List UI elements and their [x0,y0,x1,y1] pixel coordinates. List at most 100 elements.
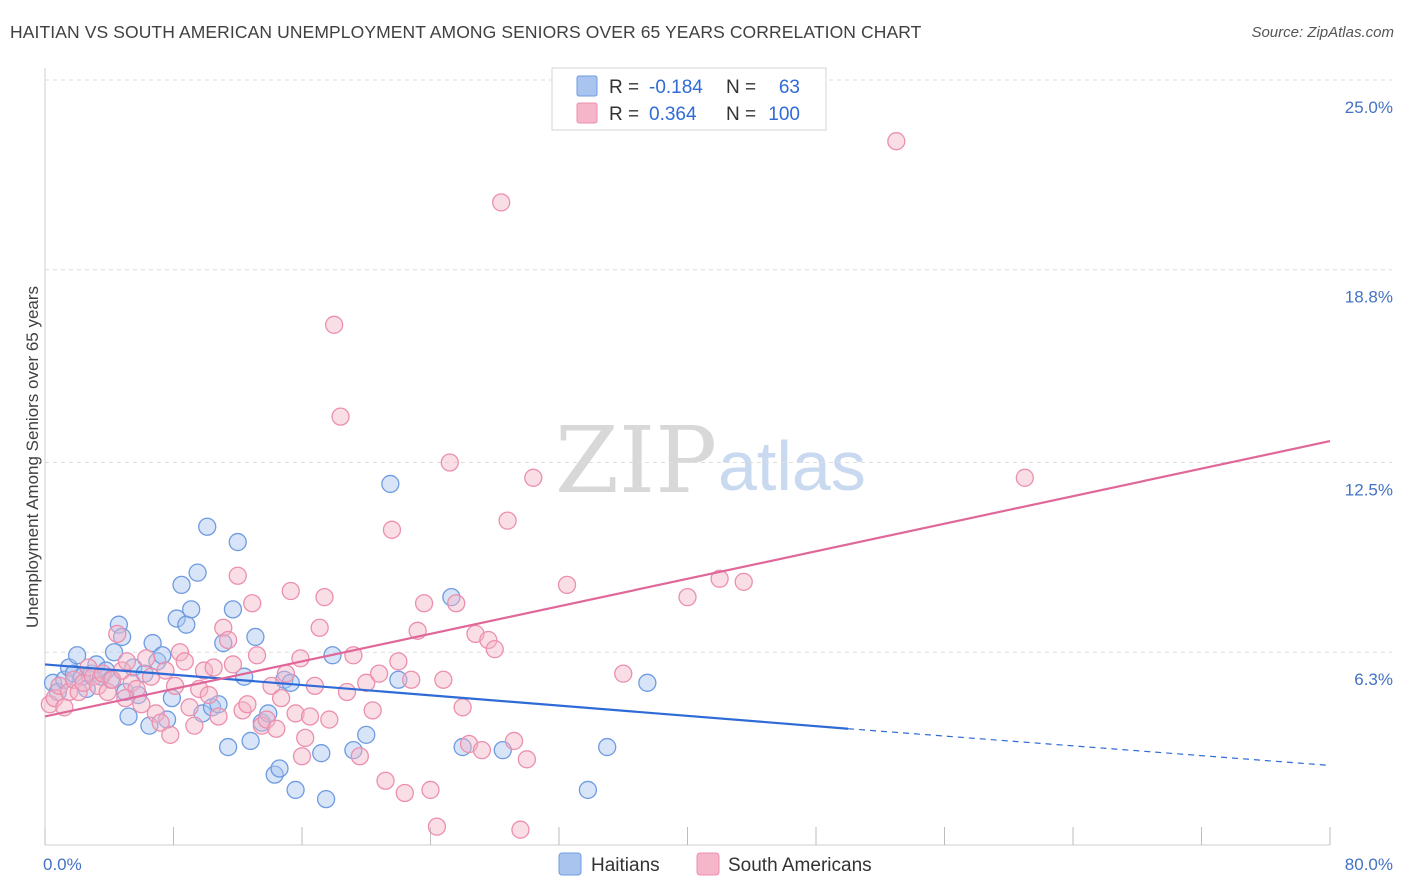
data-point [185,716,204,735]
y-tick-label: 25.0% [1345,98,1393,117]
data-point [104,643,124,662]
y-axis-label: Unemployment Among Seniors over 65 years [23,286,42,628]
series-haitians [43,474,657,809]
data-point [331,407,350,426]
data-point [427,817,447,836]
data-point [292,747,312,766]
data-point [310,618,329,637]
legend-r-value: 0.364 [649,104,697,125]
legend-box [551,67,827,131]
series-legend: Haitians South Americans [558,852,872,876]
data-point [172,575,191,595]
data-point [265,765,284,784]
data-point [252,716,271,735]
data-point [228,566,247,585]
data-point [485,640,504,659]
data-point [381,474,400,494]
data-point [119,707,138,726]
data-point [734,572,753,591]
data-point [204,658,223,677]
data-point [175,652,194,671]
data-point [137,649,156,668]
data-point [300,707,320,726]
data-point [376,771,395,790]
data-point [69,682,88,702]
y-tick-label: 18.8% [1345,288,1393,307]
data-point [442,587,461,607]
legend-swatch-south-americans [576,102,598,124]
data-point [320,710,339,729]
watermark: ZIP atlas [555,407,866,514]
data-point [180,698,199,717]
data-point [517,750,537,769]
data-point [511,820,530,839]
y-tick-labels: 6.3% 12.5% 18.8% 25.0% [1345,98,1393,689]
data-point [271,688,291,708]
data-point [350,747,369,766]
data-point [170,643,190,662]
trend-lines [44,440,1331,767]
legend-label-south-americans: South Americans [728,855,872,876]
x-tick-label: 0.0% [43,855,82,874]
data-point [67,646,87,665]
data-point [598,737,617,757]
data-point [223,600,243,619]
data-point [440,453,459,472]
y-tick-label: 12.5% [1345,481,1393,500]
data-point [246,627,265,647]
data-point [357,725,376,744]
correlation-legend: R = -0.184 N = 63 R = 0.364 N = 100 [551,67,827,131]
data-point [209,707,228,726]
data-point [122,673,141,692]
data-point [238,695,257,714]
data-point [402,670,421,689]
data-point [257,710,276,729]
x-tick-labels: 0.0% 80.0% [43,855,1393,874]
data-point [504,731,524,751]
data-point [434,670,453,689]
legend-n-value: 100 [768,104,800,125]
chart-title: HAITIAN VS SOUTH AMERICAN UNEMPLOYMENT A… [10,22,922,42]
legend-r-label: R = [609,104,639,125]
legend-swatch-haitians [576,75,598,97]
data-point [614,664,633,683]
trend-line-extension [848,728,1331,767]
data-point [241,731,260,751]
data-point [291,649,310,668]
data-point [156,661,175,680]
data-point [524,468,543,487]
data-point [710,569,729,588]
series-south-americans [40,132,1034,839]
source-credit: Source: ZipAtlas.com [1251,24,1394,41]
data-point [243,594,262,613]
data-point [281,581,300,601]
data-points [40,132,1034,839]
data-point [103,670,122,689]
data-point [270,759,289,778]
data-point [316,789,336,809]
legend-label-haitians: Haitians [591,855,660,876]
data-point [479,630,498,650]
data-point [447,594,466,613]
legend-n-value: 63 [779,77,800,98]
data-point [167,609,186,628]
data-point [146,704,165,723]
y-tick-label: 6.3% [1354,670,1393,689]
data-point [161,725,180,744]
data-point [276,664,296,683]
data-point [678,587,697,607]
data-point [369,664,389,683]
data-point [414,594,434,613]
data-point [153,646,172,665]
gridlines [45,79,1392,653]
data-point [453,698,472,717]
data-point [108,624,127,644]
legend-swatch-south-americans [696,852,720,876]
legend-r-label: R = [609,77,639,98]
data-point [389,670,408,689]
data-point [382,520,402,539]
data-point [151,713,170,732]
data-point [188,563,207,582]
legend-swatch-haitians [558,852,582,876]
